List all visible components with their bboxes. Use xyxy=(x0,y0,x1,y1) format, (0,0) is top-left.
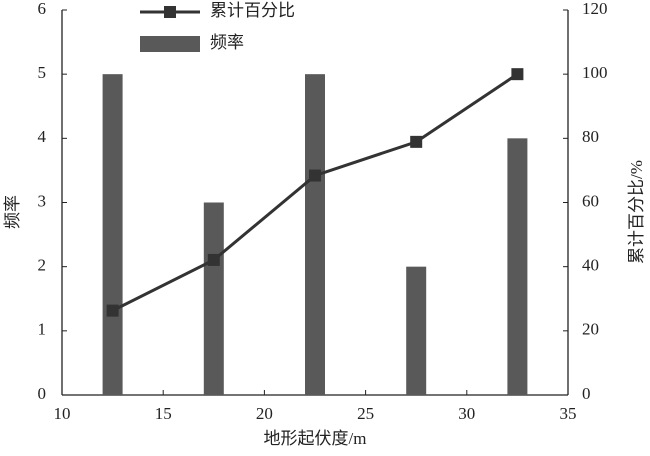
legend-label: 频率 xyxy=(210,33,244,52)
y-tick-label: 1 xyxy=(38,320,47,339)
legend-swatch xyxy=(140,36,200,52)
x-tick-label: 10 xyxy=(54,404,71,423)
marker xyxy=(511,68,524,81)
bar xyxy=(406,266,427,395)
y-tick-label: 5 xyxy=(38,63,47,82)
y2-tick-label: 100 xyxy=(582,63,608,82)
marker xyxy=(309,169,321,182)
y-tick-label: 4 xyxy=(38,127,47,146)
y-tick-label: 0 xyxy=(38,384,47,403)
bar xyxy=(102,74,123,396)
y-axis-label: 频率 xyxy=(3,195,22,229)
legend-marker xyxy=(164,6,176,18)
marker xyxy=(207,253,220,266)
y2-axis-label: 累计百分比/% xyxy=(627,160,646,264)
y2-tick-label: 80 xyxy=(582,127,599,146)
x-axis-label: 地形起伏度/m xyxy=(264,429,367,448)
y2-tick-label: 60 xyxy=(582,191,599,210)
y2-tick-label: 20 xyxy=(582,320,599,339)
y2-tick-label: 120 xyxy=(582,0,608,18)
marker xyxy=(410,135,423,148)
bar xyxy=(203,202,224,395)
x-tick-label: 25 xyxy=(357,404,374,423)
x-tick-label: 35 xyxy=(560,404,577,423)
marker xyxy=(106,304,119,317)
x-tick-label: 20 xyxy=(256,404,273,423)
y-tick-label: 3 xyxy=(38,191,47,210)
y2-tick-label: 40 xyxy=(582,256,599,275)
y2-tick-label: 0 xyxy=(582,384,591,403)
y-tick-label: 2 xyxy=(38,256,47,275)
bar xyxy=(507,138,528,396)
bar xyxy=(305,74,325,396)
x-tick-label: 30 xyxy=(458,404,475,423)
legend-label: 累计百分比 xyxy=(210,1,295,20)
x-tick-label: 15 xyxy=(155,404,172,423)
y-tick-label: 6 xyxy=(38,0,47,18)
